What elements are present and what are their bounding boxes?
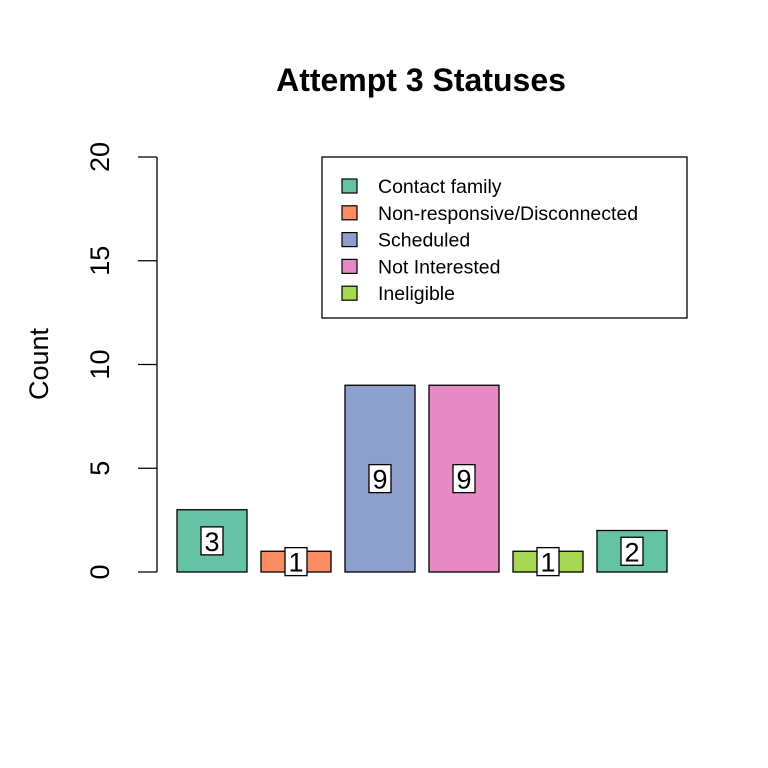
legend-label: Not Interested	[378, 256, 500, 278]
data-label-box	[368, 463, 392, 494]
data-label: 1	[288, 548, 303, 578]
legend-label: Non-responsive/Disconnected	[378, 203, 638, 225]
legend-label: Scheduled	[378, 230, 470, 252]
data-label-box	[452, 463, 476, 494]
data-label-box	[536, 546, 560, 577]
y-axis: 0 5 10 15 20	[85, 142, 158, 580]
y-tick-label: 15	[85, 246, 115, 276]
legend-swatch	[341, 285, 358, 301]
data-label: 3	[204, 527, 219, 557]
data-label: 9	[456, 465, 471, 495]
data-label: 9	[372, 465, 387, 495]
y-axis-label: Count	[24, 327, 54, 400]
legend-label: Ineligible	[378, 283, 455, 305]
data-label-box	[620, 536, 644, 566]
chart-title: Attempt 3 Statuses	[276, 62, 566, 98]
data-label-box	[284, 546, 308, 577]
legend: Contact family Non-responsive/Disconnecte…	[321, 156, 688, 319]
legend-box	[321, 156, 688, 319]
y-tick-label: 20	[85, 142, 115, 172]
legend-swatch	[341, 205, 358, 221]
legend-swatch	[341, 232, 358, 248]
bar	[176, 509, 248, 573]
legend-swatch	[341, 178, 358, 194]
legend-label: Contact family	[378, 176, 502, 198]
y-tick-label: 5	[85, 461, 115, 476]
data-label: 1	[540, 548, 555, 578]
data-label-box	[200, 526, 224, 556]
data-labels-group: 3 1 9 9 1 2	[200, 463, 644, 578]
y-tick-label: 0	[85, 564, 115, 579]
bars-group	[176, 384, 668, 573]
data-label: 2	[624, 537, 639, 567]
legend-swatch	[341, 258, 358, 274]
y-tick-label: 10	[85, 349, 115, 379]
